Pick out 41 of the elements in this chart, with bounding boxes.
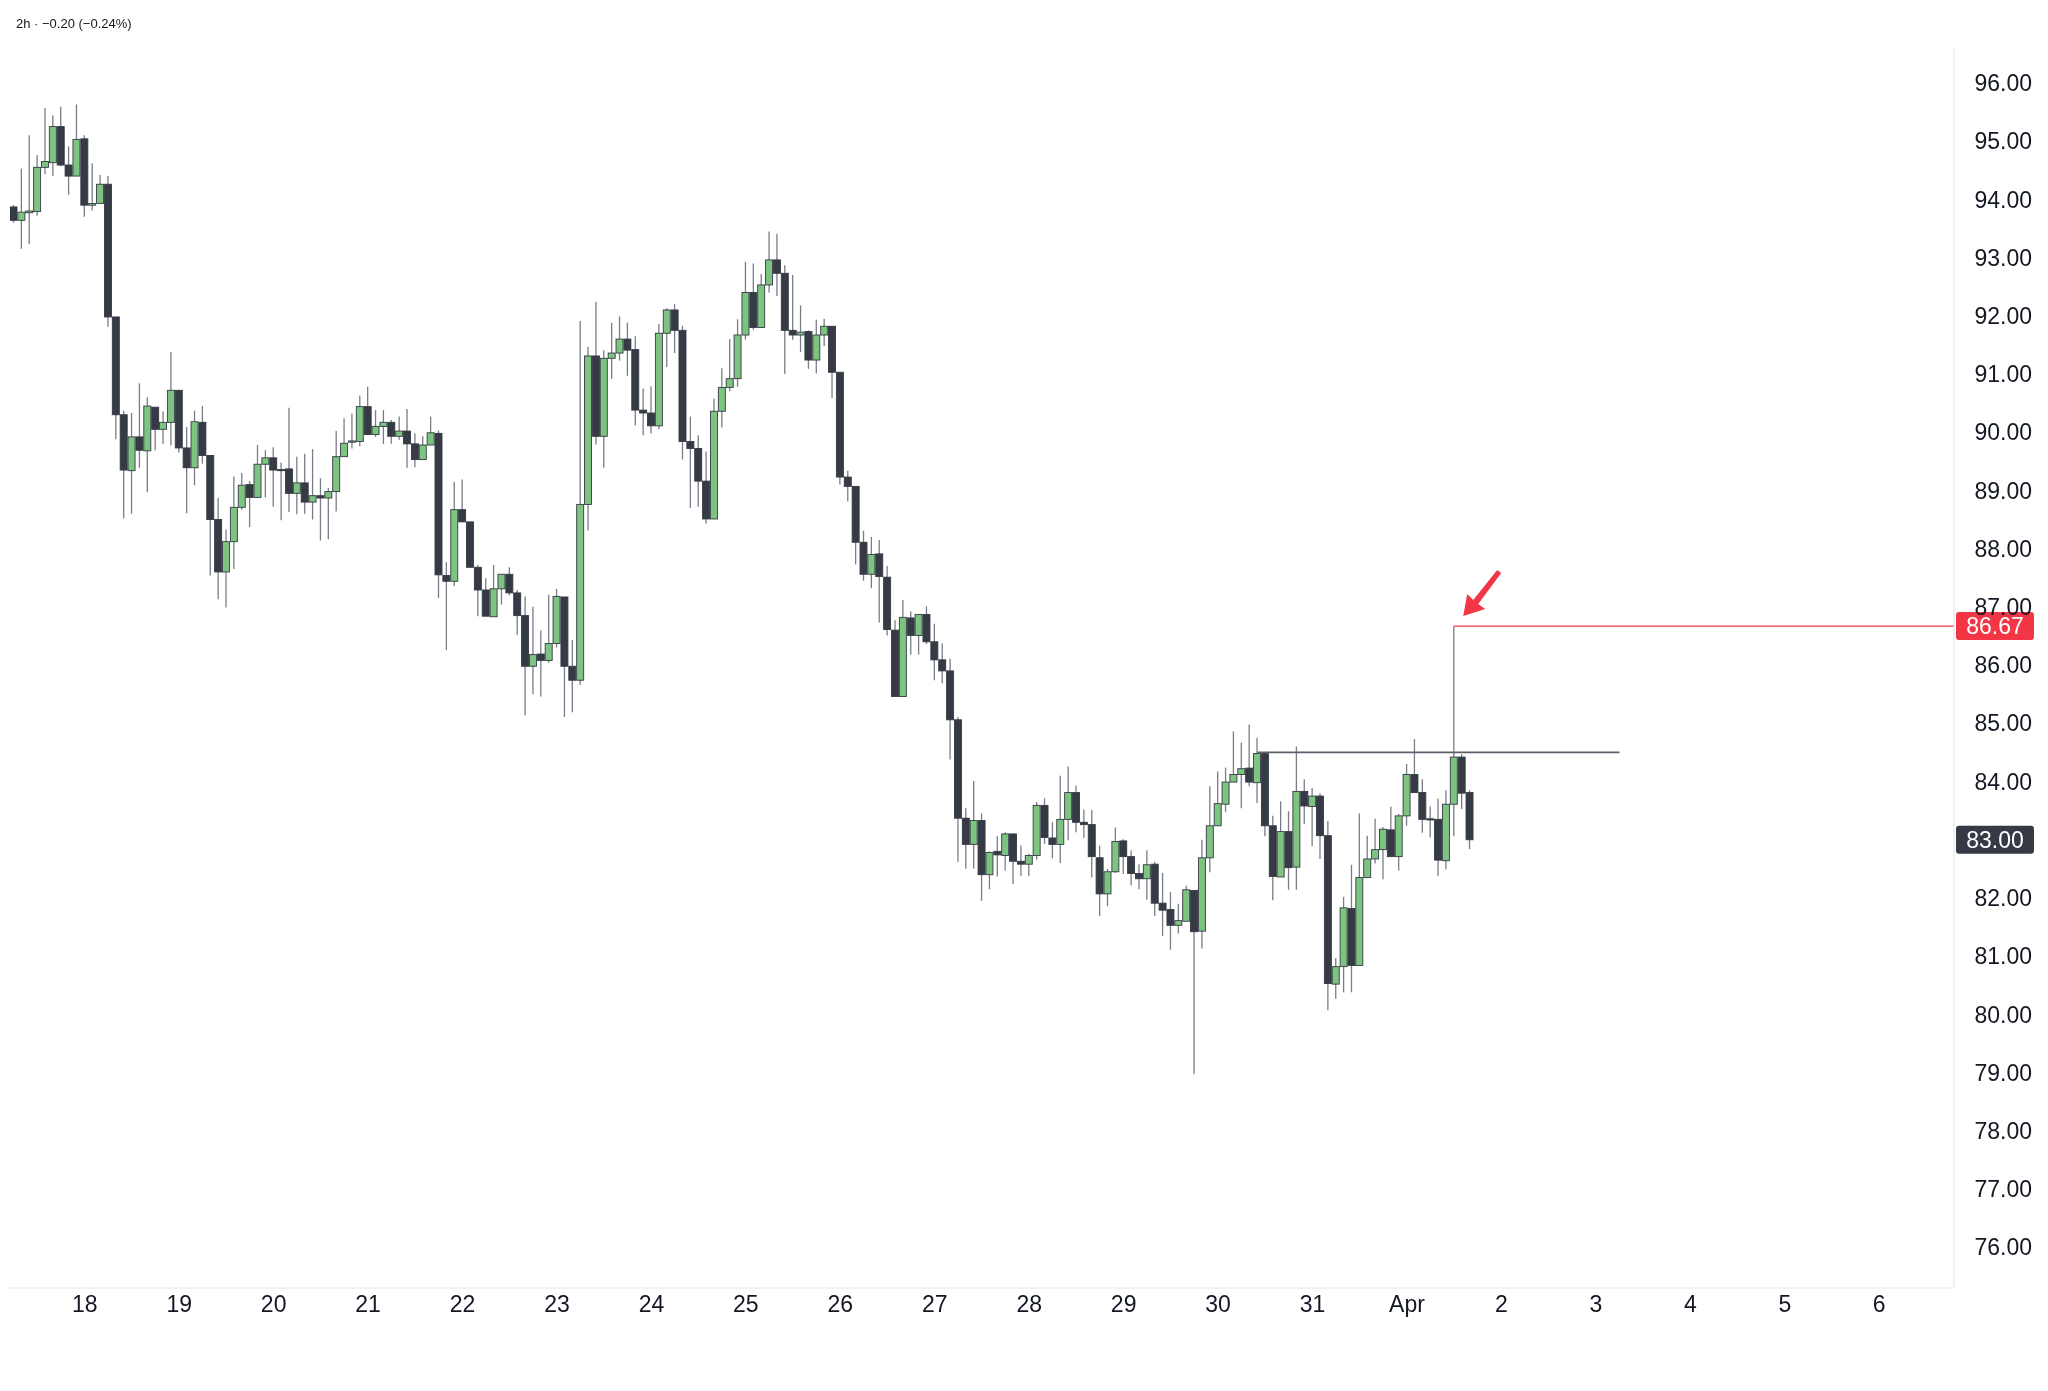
- x-tick-label: 30: [1205, 1291, 1231, 1318]
- y-tick-label: 78.00: [1974, 1117, 2032, 1144]
- y-tick-label: 91.00: [1974, 361, 2032, 388]
- y-tick-label: 77.00: [1974, 1176, 2032, 1203]
- x-tick-label: 3: [1589, 1291, 1603, 1318]
- y-tick-label: 94.00: [1974, 186, 2032, 213]
- x-tick-label: 27: [921, 1291, 948, 1318]
- y-tick-label: 82.00: [1974, 885, 2032, 912]
- y-tick-label: 93.00: [1974, 244, 2032, 271]
- x-tick-label: 23: [544, 1291, 570, 1318]
- y-tick-label: 96.00: [1974, 70, 2032, 97]
- y-tick-label: 79.00: [1974, 1059, 2032, 1086]
- y-tick-label: 89.00: [1974, 477, 2032, 504]
- x-tick-label: 28: [1016, 1291, 1043, 1318]
- x-tick-label: 2: [1495, 1291, 1508, 1318]
- x-tick-label: 6: [1872, 1291, 1886, 1318]
- text: 83.00: [1966, 826, 2024, 853]
- y-tick-label: 95.00: [1974, 128, 2032, 155]
- x-tick-label: 21: [355, 1291, 381, 1318]
- x-tick-label: 19: [166, 1291, 193, 1318]
- chart-subtitle: 2h · −0.20 (−0.24%): [16, 16, 132, 31]
- y-tick-label: 85.00: [1974, 710, 2032, 737]
- x-tick-label: 18: [71, 1291, 98, 1318]
- x-tick-label: Apr: [1389, 1291, 1426, 1318]
- y-tick-label: 92.00: [1974, 302, 2032, 329]
- y-tick-label: 76.00: [1974, 1234, 2032, 1261]
- x-tick-label: 20: [260, 1291, 287, 1318]
- x-tick-label: 22: [449, 1291, 476, 1318]
- y-tick-label: 84.00: [1974, 768, 2032, 795]
- x-tick-label: 4: [1683, 1291, 1697, 1318]
- x-tick-label: 26: [827, 1291, 854, 1318]
- x-tick-label: 24: [638, 1291, 665, 1318]
- y-tick-label: 86.00: [1974, 652, 2032, 679]
- x-tick-label: 5: [1778, 1291, 1792, 1318]
- y-tick-label: 81.00: [1974, 943, 2032, 970]
- x-tick-label: 29: [1110, 1291, 1137, 1318]
- x-tick-label: 25: [733, 1291, 759, 1318]
- x-tick-label: 31: [1299, 1291, 1326, 1318]
- y-tick-label: 90.00: [1974, 419, 2032, 446]
- y-tick-label: 88.00: [1974, 535, 2032, 562]
- y-tick-label: 80.00: [1974, 1001, 2032, 1028]
